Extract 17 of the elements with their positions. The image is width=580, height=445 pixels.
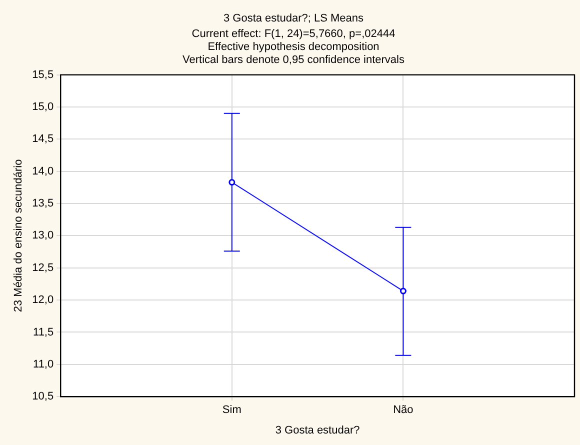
y-tick-label: 11,0 bbox=[33, 358, 54, 370]
chart-subtitle: Current effect: F(1, 24)=5,7660, p=,02444 Effective hypothesis decomposition Vertical bars denote 0,95 confidence intervals bbox=[182, 28, 405, 66]
y-tick-label: 13,5 bbox=[32, 198, 54, 210]
y-tick-label: 11,5 bbox=[33, 326, 54, 338]
y-tick-label: 12,5 bbox=[32, 262, 54, 274]
y-tick-label: 15,5 bbox=[32, 68, 54, 81]
y-tick-label: 13,0 bbox=[32, 230, 54, 242]
x-axis-title: 3 Gosta estudar? bbox=[275, 424, 360, 436]
x-tick-label: Não bbox=[393, 404, 414, 416]
y-tick-label: 15,0 bbox=[32, 101, 54, 114]
chart-title: 3 Gosta estudar?; LS Means bbox=[223, 12, 364, 25]
y-tick-label: 10,5 bbox=[32, 390, 54, 403]
y-tick-label: 14,5 bbox=[32, 133, 54, 146]
y-tick-label: 14,0 bbox=[32, 165, 54, 178]
x-tick-label: Sim bbox=[222, 404, 242, 416]
y-axis-title: 23 Média do ensino secundário bbox=[12, 159, 25, 312]
y-tick-label: 12,0 bbox=[32, 294, 54, 306]
